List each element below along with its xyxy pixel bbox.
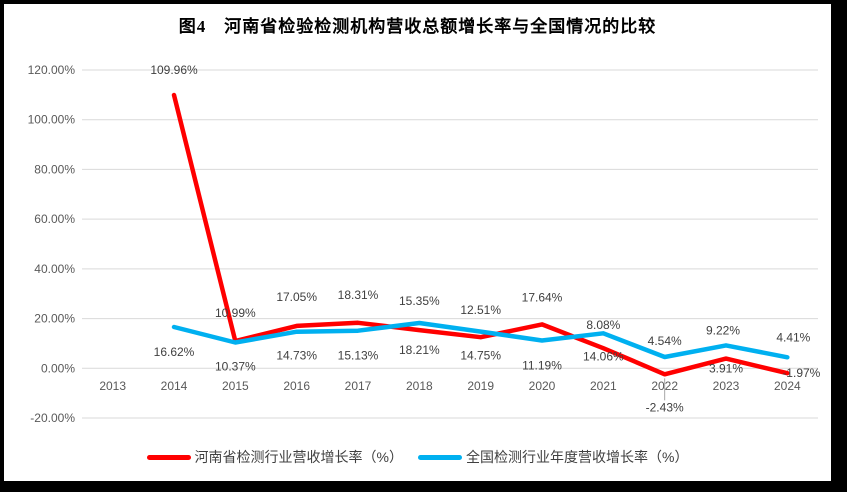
x-axis-tick-label: 2023	[713, 379, 740, 393]
data-label: 14.06%	[583, 349, 624, 363]
data-label: 10.99%	[215, 306, 256, 320]
y-axis-tick-label: 80.00%	[34, 162, 75, 176]
data-label: 3.91%	[709, 362, 743, 376]
x-axis-tick-label: 2020	[529, 379, 556, 393]
data-label: 10.37%	[215, 360, 256, 374]
chart-legend: 河南省检测行业营收增长率（%） 全国检测行业年度营收增长率（%）	[4, 447, 831, 467]
series-line-0	[171, 92, 790, 377]
x-axis-tick-label: 2016	[283, 379, 310, 393]
data-label: -2.43%	[646, 400, 684, 414]
y-axis-tick-label: 100.00%	[28, 113, 76, 127]
legend-item-0: 河南省检测行业营收增长率（%）	[146, 447, 403, 467]
line-chart: 120.00% 100.00% 80.00% 60.00% 40.00% 20.00% 0.…	[28, 63, 821, 425]
x-axis-tick-label: 2018	[406, 379, 433, 393]
y-axis-tick-label: 120.00%	[28, 63, 76, 77]
data-label: 8.08%	[586, 318, 620, 332]
data-label: 9.22%	[706, 323, 740, 337]
data-label: 16.62%	[154, 345, 195, 359]
legend-line-swatch-icon	[418, 454, 462, 460]
series-line-1	[171, 320, 790, 360]
x-axis-tick-label: 2021	[590, 379, 617, 393]
legend-label: 河南省检测行业营收增长率（%）	[194, 449, 403, 465]
legend-label: 全国检测行业年度营收增长率（%）	[466, 449, 689, 465]
data-label: 17.64%	[522, 290, 563, 304]
data-label: 15.13%	[338, 349, 379, 363]
data-label: 18.31%	[338, 288, 379, 302]
data-label: 14.73%	[276, 349, 317, 363]
y-axis-tick-label: -20.00%	[30, 411, 75, 425]
x-axis-tick-label: 2017	[345, 379, 372, 393]
x-axis-tick-label: 2024	[774, 379, 801, 393]
data-label: 4.41%	[776, 330, 810, 344]
chart-title: 图4 河南省检验检测机构营收总额增长率与全国情况的比较	[178, 17, 657, 36]
data-label: 12.51%	[460, 303, 501, 317]
y-axis-tick-label: 20.00%	[34, 312, 75, 326]
data-label: 4.54%	[648, 334, 682, 348]
x-axis-tick-label: 2019	[467, 379, 494, 393]
y-axis-tick-label: 0.00%	[41, 361, 75, 375]
data-label: 11.19%	[522, 358, 562, 372]
data-label: -1.97%	[782, 366, 820, 380]
data-label: 15.35%	[399, 294, 440, 308]
x-axis-tick-label: 2014	[161, 379, 188, 393]
x-axis-tick-label: 2013	[99, 379, 126, 393]
legend-line-swatch-icon	[146, 454, 191, 460]
y-axis-tick-label: 40.00%	[34, 262, 75, 276]
data-label: 109.96%	[150, 63, 198, 77]
legend-item-1: 全国检测行业年度营收增长率（%）	[418, 447, 688, 467]
data-label: 14.75%	[460, 349, 501, 363]
x-axis-tick-label: 2015	[222, 379, 249, 393]
data-label: 18.21%	[399, 343, 440, 357]
data-label: 17.05%	[276, 290, 317, 304]
y-axis-tick-label: 60.00%	[34, 212, 75, 226]
